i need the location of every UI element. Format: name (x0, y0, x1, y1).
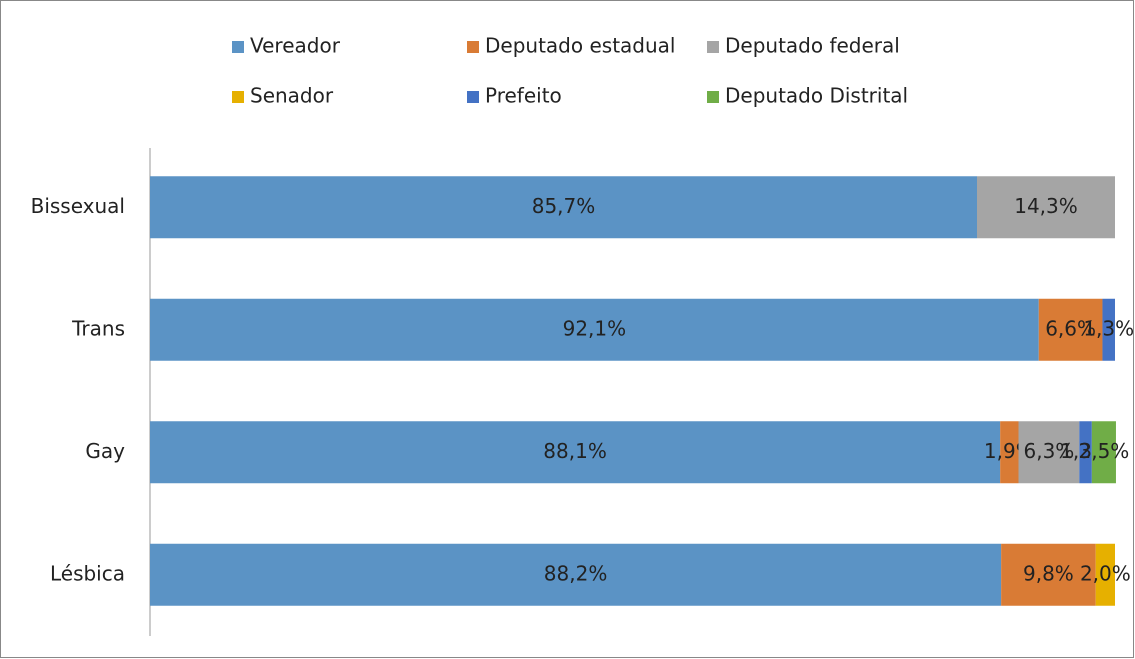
legend-swatch (232, 41, 244, 53)
legend-swatch (232, 91, 244, 103)
data-label: 14,3% (1014, 194, 1078, 218)
bar-segment (1018, 421, 1080, 484)
legend-swatch (707, 91, 719, 103)
bar-segment (150, 421, 1001, 484)
y-tick-label: Trans (71, 316, 125, 340)
legend-label: Deputado estadual (485, 34, 675, 58)
legend-label: Vereador (250, 34, 341, 58)
legend-swatch (707, 41, 719, 53)
data-label: 2,5% (1078, 439, 1129, 463)
legend-label: Senador (250, 84, 334, 108)
bar-segment (1091, 421, 1116, 484)
data-label: 1,3% (1083, 316, 1134, 340)
data-label: 92,1% (563, 316, 627, 340)
bar-segment (977, 176, 1115, 239)
data-label: 88,2% (544, 561, 608, 585)
bar-segment (150, 298, 1039, 361)
bar-segment (150, 543, 1002, 606)
data-label: 9,8% (1023, 561, 1074, 585)
legend-swatch (467, 91, 479, 103)
bar-segment (1079, 421, 1092, 484)
data-label: 6,3% (1023, 439, 1074, 463)
data-label: 2,0% (1080, 561, 1131, 585)
data-label: 88,1% (543, 439, 607, 463)
bar-segment (1001, 543, 1096, 606)
y-tick-label: Bissexual (31, 194, 125, 218)
bar-segment (1102, 298, 1115, 361)
bar-segment (1095, 543, 1115, 606)
bar-segment (1038, 298, 1103, 361)
legend-label: Deputado Distrital (725, 84, 908, 108)
legend-label: Prefeito (485, 84, 562, 108)
y-tick-label: Lésbica (50, 561, 125, 585)
bar-segment (150, 176, 978, 239)
data-label: 85,7% (532, 194, 596, 218)
y-tick-label: Gay (85, 439, 125, 463)
bar-segment (1000, 421, 1019, 484)
data-label: 6,6% (1045, 316, 1096, 340)
legend-label: Deputado federal (725, 34, 900, 58)
legend-swatch (467, 41, 479, 53)
